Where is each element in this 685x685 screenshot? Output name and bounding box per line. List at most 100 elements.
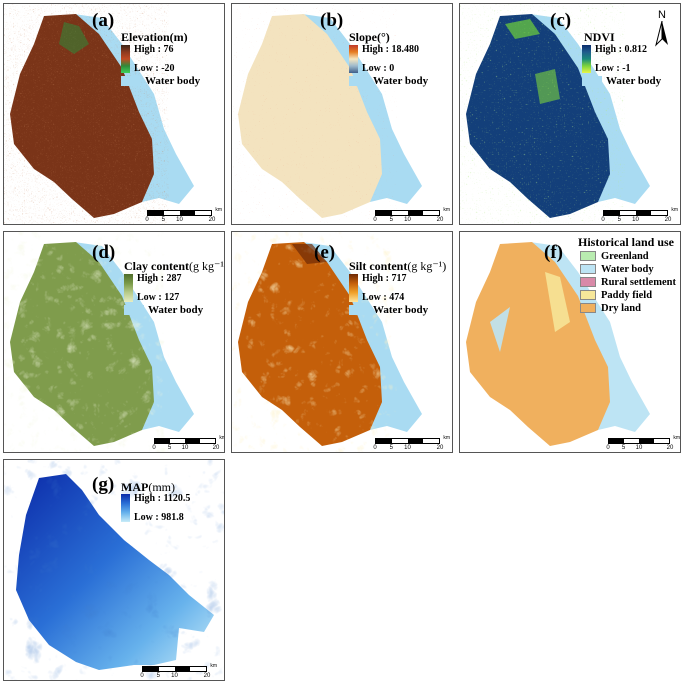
scale-bar-segment — [624, 439, 639, 443]
land-use-legend: Greenland Water body Rural settlement Paddy… — [580, 250, 676, 315]
scale-bar-segment — [376, 439, 392, 443]
land-use-swatch — [580, 290, 596, 300]
legend-title: Silt content(g kg⁻¹) — [349, 259, 446, 274]
scale-bar-segment — [195, 211, 211, 215]
land-use-swatch — [580, 303, 596, 313]
scale-bar: 0 5 10 20 km — [140, 663, 217, 680]
scale-bar-segment — [639, 439, 654, 443]
scale-bar-tick: 10 — [181, 445, 189, 451]
land-use-map — [466, 242, 650, 446]
legend-unit: (g kg⁻¹) — [189, 259, 225, 273]
panel-map: (g) MAP(mm) High : 1120.5 Low : 981.8 0 5… — [3, 459, 225, 681]
scale-bar-tick: 0 — [140, 673, 144, 679]
scale-bar-segments — [142, 666, 207, 672]
scale-bar-segment — [423, 211, 439, 215]
scale-bar-unit: km — [673, 435, 680, 441]
scale-bar-segment — [174, 667, 191, 671]
scale-bar-segment — [155, 439, 170, 443]
scale-bar-segment — [190, 667, 206, 671]
legend-gradient — [349, 45, 358, 73]
water-label: Water body — [373, 75, 429, 87]
scale-bar-tick: 0 — [373, 445, 377, 451]
panel-label: (g) — [92, 474, 115, 495]
legend-gradient — [121, 45, 130, 73]
north-arrow-icon — [655, 20, 668, 47]
scale-bar-segment — [635, 211, 652, 215]
water-swatch — [124, 305, 144, 315]
land-use-swatch — [580, 251, 596, 261]
water-label: Water body — [148, 304, 204, 316]
legend-low: Low : -20 — [134, 63, 175, 74]
land-use-legend-item: Greenland — [580, 250, 676, 262]
legend-low: Low : 981.8 — [134, 512, 184, 523]
scale-bar-segment — [407, 439, 424, 443]
scale-bar-segment — [609, 439, 624, 443]
panel-label: (c) — [550, 10, 572, 31]
legend-low: Low : 127 — [137, 292, 180, 303]
panel-label: (f) — [544, 242, 563, 263]
water-label: Water body — [606, 75, 662, 87]
scale-bar-tick: 10 — [404, 217, 411, 223]
legend-gradient — [582, 45, 591, 73]
legend-gradient — [124, 274, 133, 302]
scale-bar-ticks: 0 5 10 20 — [373, 216, 443, 224]
scale-bar: 0 5 10 20 km — [606, 435, 680, 452]
scale-bar-segment — [170, 439, 185, 443]
scale-bar-segments — [147, 210, 212, 216]
legend-title-text: Silt content — [349, 259, 408, 273]
legend-title-text: MAP — [121, 480, 149, 494]
scale-bar: 0 5 10 20 km — [373, 435, 450, 452]
ndvi-map — [466, 14, 650, 218]
water-label: Water body — [145, 75, 201, 87]
scale-bar: 0 5 10 20 km — [152, 435, 224, 452]
water-swatch — [349, 76, 369, 86]
scale-bar-segments — [375, 210, 440, 216]
scale-bar-tick: 20 — [436, 445, 444, 451]
land-use-label: Water body — [601, 263, 654, 275]
scale-bar-tick: 5 — [617, 217, 621, 223]
scale-bar-tick: 10 — [635, 445, 643, 451]
scale-bar-segments — [154, 438, 216, 444]
scale-bar-tick: 20 — [208, 217, 216, 223]
scale-bar-tick: 5 — [389, 217, 393, 223]
scale-bar-tick: 10 — [171, 673, 178, 679]
scale-bar-ticks: 0 5 10 20 — [601, 216, 671, 224]
land-use-label: Rural settlement — [601, 276, 676, 288]
panel-label: (a) — [92, 10, 115, 31]
scale-bar: 0 5 10 20 km — [145, 207, 222, 224]
scale-bar-tick: 10 — [404, 445, 411, 451]
land-use-label: Greenland — [601, 250, 649, 262]
panel-clay: (d) Clay content(g kg⁻¹) High : 287 Low … — [3, 231, 225, 453]
legend-title: Elevation(m) — [121, 30, 188, 44]
water-swatch — [349, 305, 369, 315]
legend-high: High : 1120.5 — [134, 493, 191, 504]
scale-bar-ticks: 0 5 10 20 — [606, 444, 673, 452]
scale-bar-segment — [391, 439, 408, 443]
scale-bar-ticks: 0 5 10 20 — [145, 216, 215, 224]
scale-bar-tick: 0 — [152, 445, 156, 451]
scale-bar-unit: km — [215, 207, 222, 213]
legend-title-text: Clay content — [124, 259, 189, 273]
legend-title: NDVI — [584, 30, 615, 44]
scale-bar-tick: 10 — [632, 217, 639, 223]
legend-title: Slope(°) — [349, 30, 390, 44]
scale-bar-tick: 0 — [373, 217, 377, 223]
north-letter: N — [658, 9, 666, 21]
slope-map — [238, 14, 422, 218]
legend-high: High : 18.480 — [362, 44, 419, 55]
scale-bar-tick: 20 — [212, 445, 220, 451]
scale-bar-tick: 5 — [389, 445, 393, 451]
scale-bar-tick: 20 — [664, 217, 672, 223]
land-use-legend-item: Rural settlement — [580, 276, 676, 288]
legend-low: Low : 0 — [362, 63, 395, 74]
land-use-legend-item: Water body — [580, 263, 676, 275]
legend-title: Historical land use — [578, 235, 675, 249]
scale-bar: 0 5 10 20 km — [601, 207, 678, 224]
scale-bar-tick: 5 — [161, 217, 165, 223]
legend-high: High : 0.812 — [595, 44, 647, 55]
scale-bar-tick: 5 — [156, 673, 160, 679]
scale-bar-unit: km — [671, 207, 678, 213]
silt-map — [238, 242, 422, 446]
scale-bar-segment — [179, 211, 196, 215]
scale-bar-unit: km — [210, 663, 217, 669]
